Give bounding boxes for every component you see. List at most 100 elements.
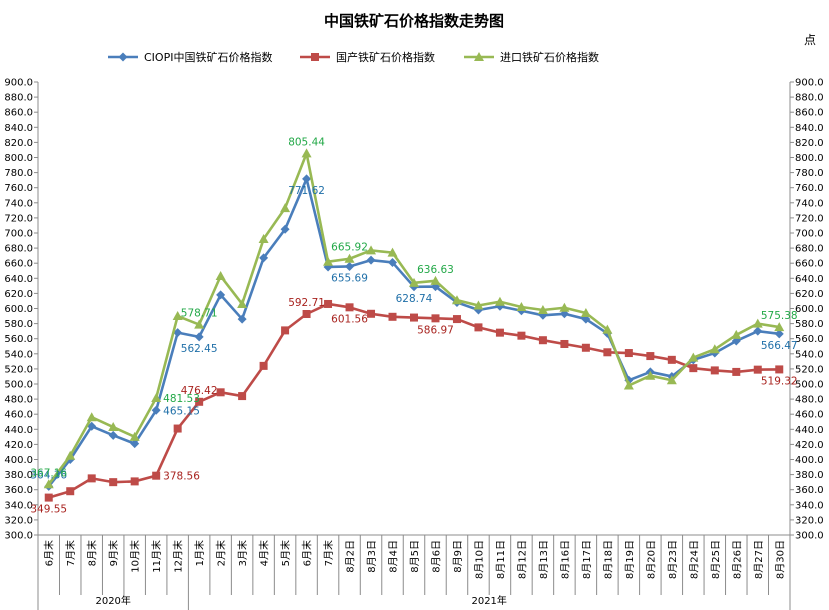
- data-point: [237, 298, 248, 308]
- data-point: [731, 329, 742, 339]
- y-tick-label-left: 460.0: [4, 410, 33, 421]
- data-point: [259, 253, 269, 263]
- data-point: [538, 336, 547, 345]
- x-tick-label: 2月末: [215, 540, 228, 566]
- y-tick-label-right: 820.0: [795, 138, 824, 149]
- data-point: [345, 261, 355, 271]
- x-tick-label: 8月20日: [645, 540, 657, 579]
- data-point: [537, 305, 548, 315]
- data-point: [366, 245, 377, 255]
- data-point: [87, 421, 97, 431]
- data-point: [44, 493, 53, 502]
- x-tick-label: 8月10日: [473, 540, 485, 579]
- y-tick-label-left: 600.0: [4, 304, 33, 315]
- y-tick-label-left: 720.0: [4, 213, 33, 224]
- x-tick-label: 7月末: [322, 540, 335, 566]
- y-tick-label-right: 700.0: [795, 229, 824, 240]
- y-tick-label-left: 680.0: [4, 244, 33, 255]
- data-point: [173, 328, 183, 338]
- y-tick-label-left: 420.0: [4, 440, 33, 451]
- data-point: [195, 397, 204, 406]
- data-label: 476.42: [181, 385, 218, 397]
- legend-label: CIOPI中国铁矿石价格指数: [144, 50, 272, 64]
- y-tick-label-left: 700.0: [4, 229, 33, 240]
- y-tick-label-left: 820.0: [4, 138, 33, 149]
- data-point: [216, 388, 225, 397]
- data-point: [560, 339, 569, 348]
- data-point: [237, 314, 247, 324]
- y-tick-label-left: 400.0: [4, 455, 33, 466]
- x-tick-label: 8月27日: [753, 540, 765, 579]
- data-point: [473, 300, 484, 310]
- data-point: [87, 474, 96, 483]
- data-point: [345, 303, 354, 312]
- data-label: 601.56: [331, 313, 368, 325]
- series-layer: [43, 148, 785, 502]
- data-label: 481.53: [163, 393, 200, 405]
- data-point: [215, 271, 226, 281]
- x-tick-label: 8月11日: [495, 540, 507, 579]
- data-point: [689, 364, 698, 373]
- data-point: [130, 477, 139, 486]
- x-tick-label: 8月23日: [667, 540, 679, 579]
- data-point: [388, 312, 397, 321]
- data-label: 805.44: [288, 136, 325, 148]
- y-tick-label-left: 880.0: [4, 93, 33, 104]
- x-tick-label: 8月5日: [409, 540, 421, 573]
- data-point: [302, 310, 311, 319]
- x-tick-label: 8月13日: [538, 540, 550, 579]
- data-point: [688, 352, 699, 362]
- y-tick-label-right: 740.0: [795, 198, 824, 209]
- data-point: [495, 328, 504, 337]
- chart-title: 中国铁矿石价格指数走势图: [324, 12, 504, 30]
- x-tick-label: 8月3日: [366, 540, 378, 573]
- data-point: [238, 392, 247, 401]
- data-point: [581, 343, 590, 352]
- year-label: 2020年: [95, 594, 130, 607]
- x-tick-label: 8月16日: [559, 540, 571, 579]
- data-point: [172, 311, 183, 321]
- y-tick-label-left: 380.0: [4, 470, 33, 481]
- y-tick-label-right: 440.0: [795, 425, 824, 436]
- legend-marker-square: [311, 53, 319, 61]
- y-tick-label-left: 840.0: [4, 123, 33, 134]
- data-label: 578.71: [181, 308, 218, 320]
- y-tick-label-right: 420.0: [795, 440, 824, 451]
- axes: 300.0 300.0 320.0 320.0 340.0 340.0 360.0 360.0…: [4, 78, 824, 610]
- data-point: [559, 302, 570, 312]
- y-tick-label-right: 560.0: [795, 334, 824, 345]
- data-point: [388, 257, 398, 267]
- data-point: [516, 301, 527, 311]
- data-point: [752, 318, 763, 328]
- data-point: [367, 309, 376, 318]
- x-tick-label: 8月24日: [688, 540, 700, 579]
- data-label: 586.97: [417, 324, 454, 336]
- y-tick-label-right: 460.0: [795, 410, 824, 421]
- y-tick-label-right: 380.0: [795, 470, 824, 481]
- data-point: [152, 471, 161, 480]
- data-point: [474, 323, 483, 332]
- data-label: 636.63: [417, 264, 454, 276]
- y-tick-label-right: 660.0: [795, 259, 824, 270]
- data-label: 628.74: [396, 293, 433, 305]
- data-point: [151, 405, 161, 415]
- data-point: [280, 203, 291, 213]
- y-tick-label-right: 640.0: [795, 274, 824, 285]
- data-point: [108, 422, 119, 432]
- y-tick-label-right: 780.0: [795, 168, 824, 179]
- data-label: 592.71: [288, 297, 325, 309]
- data-point: [366, 255, 376, 265]
- y-tick-label-right: 760.0: [795, 183, 824, 194]
- data-point: [387, 247, 398, 257]
- year-label: 2021年: [471, 594, 506, 607]
- y-tick-label-right: 580.0: [795, 319, 824, 330]
- data-point: [667, 355, 676, 364]
- data-label: 519.32: [761, 375, 798, 387]
- legend-marker-triangle: [474, 52, 484, 61]
- data-point: [344, 253, 355, 263]
- y-tick-label-left: 620.0: [4, 289, 33, 300]
- data-point: [258, 234, 269, 244]
- data-point: [774, 322, 785, 332]
- data-point: [324, 299, 333, 308]
